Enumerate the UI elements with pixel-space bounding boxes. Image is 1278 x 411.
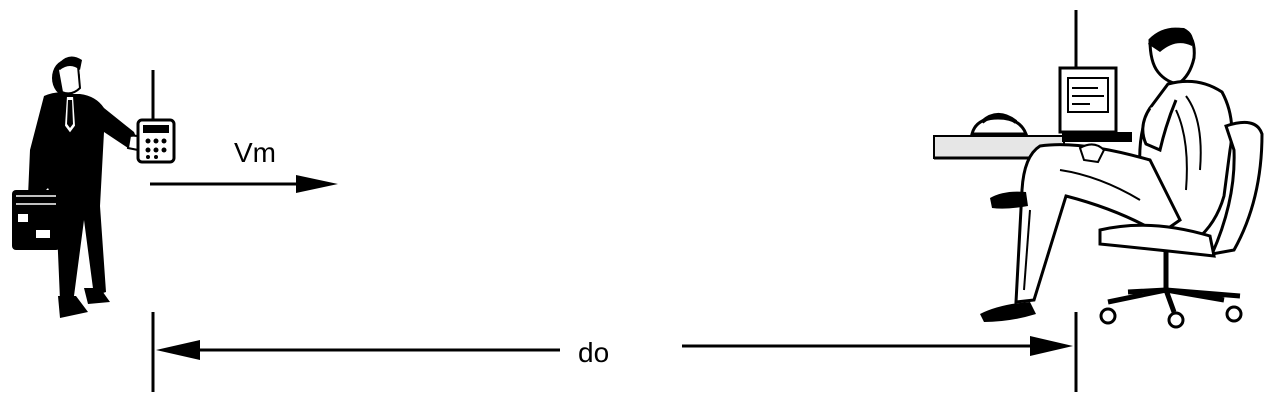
mobile-user-suit: [28, 92, 138, 301]
telephone-icon: [970, 113, 1029, 136]
velocity-arrow: [150, 175, 338, 193]
distance-dimension: [151, 312, 1078, 392]
briefcase-icon: [12, 184, 60, 250]
right-arrowhead: [1030, 336, 1073, 356]
left-arrowhead: [156, 340, 200, 360]
distance-label: do: [578, 337, 609, 368]
computer-monitor-icon: [1058, 66, 1132, 142]
handheld-radio-icon: [136, 70, 176, 164]
mobile-user-head: [52, 56, 82, 96]
base-station-icon: [933, 10, 1264, 329]
seated-man-shoes: [980, 191, 1036, 322]
office-chair-icon: [1098, 120, 1264, 329]
mobile-user-icon: [12, 56, 176, 318]
velocity-label: Vm: [234, 137, 276, 168]
mobile-user-shoes: [58, 288, 110, 318]
seated-man-icon: [980, 27, 1234, 322]
